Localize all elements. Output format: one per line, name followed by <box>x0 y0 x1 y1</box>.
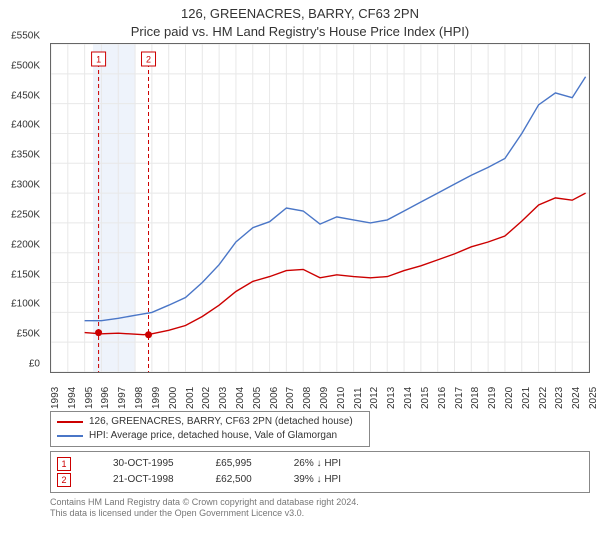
legend: 126, GREENACRES, BARRY, CF63 2PN (detach… <box>50 411 370 447</box>
y-tick-label: £350K <box>0 150 40 161</box>
x-tick-label: 1998 <box>134 386 145 408</box>
x-tick-label: 2023 <box>554 386 565 408</box>
x-tick-label: 2007 <box>285 386 296 408</box>
legend-item: 126, GREENACRES, BARRY, CF63 2PN (detach… <box>57 415 363 429</box>
x-tick-label: 2006 <box>269 386 280 408</box>
txn-delta: 26% ↓ HPI <box>294 458 341 469</box>
x-tick-label: 1999 <box>151 386 162 408</box>
y-tick-label: £550K <box>0 31 40 42</box>
y-tick-label: £250K <box>0 209 40 220</box>
x-tick-label: 1995 <box>84 386 95 408</box>
x-tick-label: 2024 <box>571 386 582 408</box>
y-tick-label: £150K <box>0 269 40 280</box>
x-tick-label: 2016 <box>437 386 448 408</box>
x-tick-label: 2019 <box>487 386 498 408</box>
txn-price: £65,995 <box>216 458 252 469</box>
x-tick-label: 2001 <box>185 386 196 408</box>
x-axis-labels: 1993 1994 1995 1996 1997 1998 1999 2000 2001 2002… <box>50 375 590 405</box>
y-tick-label: £0 <box>0 359 40 370</box>
chart-subtitle: Price paid vs. HM Land Registry's House … <box>6 24 594 39</box>
x-tick-label: 2013 <box>386 386 397 408</box>
x-tick-label: 2015 <box>420 386 431 408</box>
footer-line: This data is licensed under the Open Gov… <box>50 508 590 519</box>
y-tick-label: £200K <box>0 239 40 250</box>
x-tick-label: 2002 <box>201 386 212 408</box>
legend-item: HPI: Average price, detached house, Vale… <box>57 429 363 443</box>
txn-price: £62,500 <box>216 474 252 485</box>
chart-title: 126, GREENACRES, BARRY, CF63 2PN <box>6 6 594 22</box>
y-axis-labels: £0£50K£100K£150K£200K£250K£300K£350K£400… <box>0 36 42 366</box>
x-tick-label: 2025 <box>588 386 599 408</box>
txn-date: 21-OCT-1998 <box>113 474 174 485</box>
x-tick-label: 2010 <box>336 386 347 408</box>
x-tick-label: 2008 <box>302 386 313 408</box>
x-tick-label: 2012 <box>369 386 380 408</box>
x-tick-label: 1993 <box>50 386 61 408</box>
legend-swatch <box>57 435 83 437</box>
x-tick-label: 2009 <box>319 386 330 408</box>
x-tick-label: 1996 <box>100 386 111 408</box>
txn-delta: 39% ↓ HPI <box>294 474 341 485</box>
transactions-table: 1 30-OCT-1995 £65,995 26% ↓ HPI 2 21-OCT… <box>50 451 590 493</box>
x-tick-label: 2004 <box>235 386 246 408</box>
legend-label: HPI: Average price, detached house, Vale… <box>89 430 337 441</box>
table-row: 1 30-OCT-1995 £65,995 26% ↓ HPI <box>57 456 583 472</box>
y-tick-label: £400K <box>0 120 40 131</box>
x-tick-label: 2011 <box>353 387 364 409</box>
table-row: 2 21-OCT-1998 £62,500 39% ↓ HPI <box>57 472 583 488</box>
marker-badge: 2 <box>57 473 71 487</box>
x-tick-label: 2014 <box>403 386 414 408</box>
y-tick-label: £50K <box>0 329 40 340</box>
x-tick-label: 2020 <box>504 386 515 408</box>
footer-text: Contains HM Land Registry data © Crown c… <box>50 497 590 520</box>
x-tick-label: 2005 <box>252 386 263 408</box>
y-tick-label: £300K <box>0 180 40 191</box>
x-tick-label: 2022 <box>538 386 549 408</box>
x-tick-label: 2018 <box>470 386 481 408</box>
y-tick-label: £100K <box>0 299 40 310</box>
footer-line: Contains HM Land Registry data © Crown c… <box>50 497 590 508</box>
chart-svg: 12 <box>51 44 589 372</box>
legend-swatch <box>57 421 83 423</box>
svg-text:2: 2 <box>146 54 151 64</box>
y-tick-label: £500K <box>0 60 40 71</box>
txn-date: 30-OCT-1995 <box>113 458 174 469</box>
plot-area: 12 <box>50 43 590 373</box>
x-tick-label: 1997 <box>117 386 128 408</box>
chart-container: 126, GREENACRES, BARRY, CF63 2PN Price p… <box>0 0 600 560</box>
x-tick-label: 1994 <box>67 386 78 408</box>
marker-badge: 1 <box>57 457 71 471</box>
legend-label: 126, GREENACRES, BARRY, CF63 2PN (detach… <box>89 416 353 427</box>
x-tick-label: 2000 <box>168 386 179 408</box>
x-tick-label: 2017 <box>454 386 465 408</box>
y-tick-label: £450K <box>0 90 40 101</box>
svg-text:1: 1 <box>96 54 101 64</box>
x-tick-label: 2003 <box>218 386 229 408</box>
x-tick-label: 2021 <box>521 386 532 408</box>
